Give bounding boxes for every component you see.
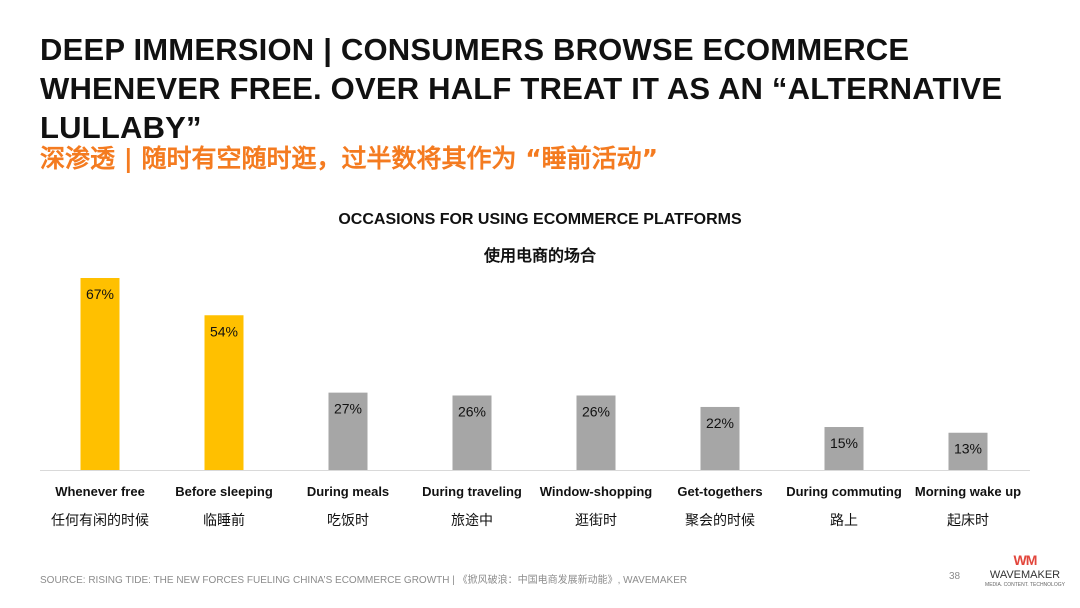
category-label-cn: 任何有闲的时候 [51, 513, 149, 529]
category-label: During commuting [786, 484, 902, 499]
bar-value-label: 22% [706, 415, 734, 431]
bar-value-label: 26% [458, 403, 486, 419]
bar [204, 315, 244, 470]
category-label-cn: 路上 [830, 513, 858, 529]
slide-title-cn: 深渗透 | 随时有空随时逛，过半数将其作为 “睡前活动” [40, 144, 659, 173]
bar [576, 395, 616, 470]
bar-value-label: 15% [830, 435, 858, 451]
category-label: Get-togethers [677, 484, 762, 499]
category-label: Window-shopping [540, 484, 653, 499]
wavemaker-logo: WM WAVEMAKER MEDIA. CONTENT. TECHNOLOGY [984, 553, 1066, 593]
page-number: 38 [949, 571, 961, 582]
category-label-cn: 聚会的时候 [685, 513, 755, 529]
bar-value-label: 27% [334, 401, 362, 417]
category-label-cn: 吃饭时 [327, 513, 369, 529]
bar [948, 432, 988, 470]
category-label-cn: 起床时 [947, 513, 989, 529]
bar [700, 406, 740, 470]
chart-subtitle: 使用电商的场合 [483, 246, 596, 265]
category-label: Before sleeping [175, 484, 273, 499]
category-label-cn: 逛街时 [575, 513, 617, 529]
category-label-cn: 临睡前 [203, 512, 245, 529]
category-label: Whenever free [55, 484, 145, 499]
bar [328, 392, 368, 470]
source-note: SOURCE: RISING TIDE: THE NEW FORCES FUEL… [40, 575, 688, 586]
bar-value-label: 26% [582, 403, 610, 419]
bar-value-label: 54% [210, 323, 238, 339]
logo-tagline: MEDIA. CONTENT. TECHNOLOGY [985, 582, 1065, 588]
logo-mark-icon: WM [1013, 552, 1038, 568]
bar-value-label: 13% [954, 441, 982, 457]
slide-title-en: DEEP IMMERSION | CONSUMERS BROWSE ECOMME… [40, 32, 1003, 145]
logo-name: WAVEMAKER [989, 569, 1061, 581]
bar-value-label: 67% [86, 286, 114, 302]
bar [824, 427, 864, 470]
bar [80, 278, 120, 470]
category-label: During meals [307, 484, 389, 499]
chart-title: OCCASIONS FOR USING ECOMMERCE PLATFORMS [338, 211, 742, 228]
category-label-cn: 旅途中 [451, 512, 493, 529]
category-label: Morning wake up [915, 484, 1021, 499]
category-label: During traveling [422, 484, 522, 499]
bar [452, 395, 492, 470]
